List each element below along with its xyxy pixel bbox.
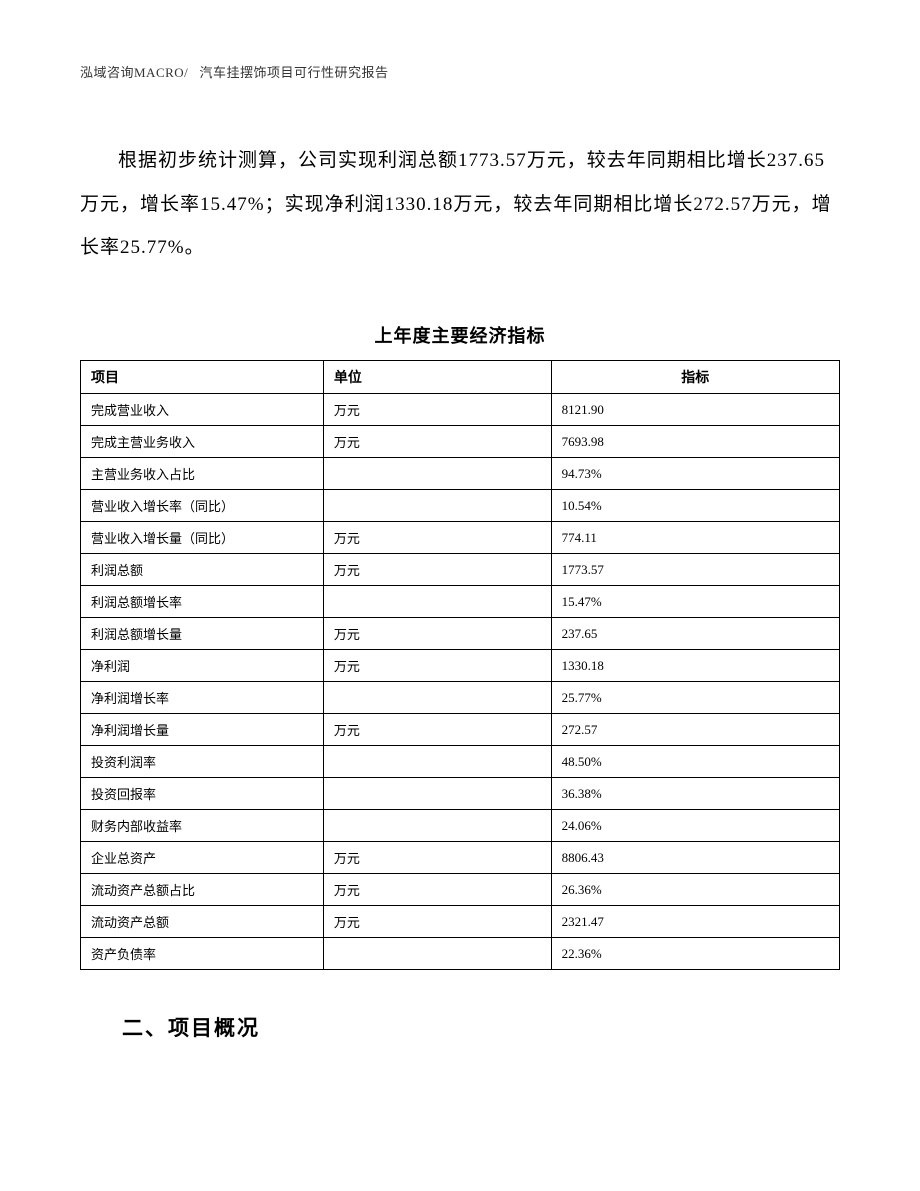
table-row: 投资利润率 48.50% (81, 746, 840, 778)
table-cell: 2321.47 (551, 906, 839, 938)
table-cell: 1330.18 (551, 650, 839, 682)
table-row: 利润总额增长量万元237.65 (81, 618, 840, 650)
table-row: 主营业务收入占比 94.73% (81, 458, 840, 490)
table-cell: 10.54% (551, 490, 839, 522)
col-header-unit: 单位 (323, 361, 551, 394)
table-cell: 7693.98 (551, 426, 839, 458)
table-cell: 万元 (323, 874, 551, 906)
table-cell: 企业总资产 (81, 842, 324, 874)
table-cell: 净利润增长量 (81, 714, 324, 746)
table-cell: 净利润增长率 (81, 682, 324, 714)
table-row: 利润总额增长率 15.47% (81, 586, 840, 618)
table-cell: 营业收入增长量（同比） (81, 522, 324, 554)
table-cell: 237.65 (551, 618, 839, 650)
table-row: 净利润万元1330.18 (81, 650, 840, 682)
table-cell (323, 778, 551, 810)
table-cell: 完成营业收入 (81, 394, 324, 426)
table-row: 流动资产总额万元2321.47 (81, 906, 840, 938)
table-cell (323, 490, 551, 522)
table-cell: 万元 (323, 394, 551, 426)
table-title: 上年度主要经济指标 (80, 322, 840, 348)
table-row: 流动资产总额占比万元26.36% (81, 874, 840, 906)
table-cell: 流动资产总额 (81, 906, 324, 938)
table-header-row: 项目 单位 指标 (81, 361, 840, 394)
table-cell: 财务内部收益率 (81, 810, 324, 842)
table-row: 营业收入增长量（同比）万元774.11 (81, 522, 840, 554)
table-cell (323, 938, 551, 970)
table-row: 完成主营业务收入万元7693.98 (81, 426, 840, 458)
table-cell: 万元 (323, 618, 551, 650)
document-header: 泓域咨询MACRO/ 汽车挂摆饰项目可行性研究报告 (80, 62, 840, 81)
table-row: 净利润增长量万元272.57 (81, 714, 840, 746)
table-cell: 净利润 (81, 650, 324, 682)
body-paragraph: 根据初步统计测算，公司实现利润总额1773.57万元，较去年同期相比增长237.… (80, 139, 840, 270)
header-title: 汽车挂摆饰项目可行性研究报告 (200, 65, 389, 80)
table-cell: 26.36% (551, 874, 839, 906)
table-body: 完成营业收入万元8121.90完成主营业务收入万元7693.98主营业务收入占比… (81, 394, 840, 970)
table-cell: 272.57 (551, 714, 839, 746)
economic-indicators-table: 项目 单位 指标 完成营业收入万元8121.90完成主营业务收入万元7693.9… (80, 360, 840, 970)
table-cell: 1773.57 (551, 554, 839, 586)
table-cell: 完成主营业务收入 (81, 426, 324, 458)
table-cell: 36.38% (551, 778, 839, 810)
table-cell: 万元 (323, 842, 551, 874)
table-cell: 投资利润率 (81, 746, 324, 778)
table-cell: 万元 (323, 554, 551, 586)
table-cell: 万元 (323, 522, 551, 554)
table-cell (323, 458, 551, 490)
table-cell: 利润总额增长量 (81, 618, 324, 650)
table-row: 完成营业收入万元8121.90 (81, 394, 840, 426)
table-row: 净利润增长率 25.77% (81, 682, 840, 714)
table-cell: 流动资产总额占比 (81, 874, 324, 906)
table-cell: 8806.43 (551, 842, 839, 874)
table-cell (323, 586, 551, 618)
table-cell: 94.73% (551, 458, 839, 490)
table-cell (323, 810, 551, 842)
table-cell: 48.50% (551, 746, 839, 778)
table-row: 营业收入增长率（同比） 10.54% (81, 490, 840, 522)
table-cell: 利润总额 (81, 554, 324, 586)
col-header-item: 项目 (81, 361, 324, 394)
table-cell: 24.06% (551, 810, 839, 842)
table-cell: 25.77% (551, 682, 839, 714)
table-row: 投资回报率 36.38% (81, 778, 840, 810)
table-cell: 万元 (323, 906, 551, 938)
table-cell: 主营业务收入占比 (81, 458, 324, 490)
table-cell: 资产负债率 (81, 938, 324, 970)
table-cell (323, 682, 551, 714)
table-cell: 万元 (323, 714, 551, 746)
table-cell (323, 746, 551, 778)
table-cell: 投资回报率 (81, 778, 324, 810)
table-row: 企业总资产万元8806.43 (81, 842, 840, 874)
table-cell: 22.36% (551, 938, 839, 970)
table-row: 资产负债率 22.36% (81, 938, 840, 970)
table-cell: 营业收入增长率（同比） (81, 490, 324, 522)
table-cell: 774.11 (551, 522, 839, 554)
header-company: 泓域咨询MACRO/ (80, 65, 188, 80)
table-cell: 15.47% (551, 586, 839, 618)
table-cell: 万元 (323, 650, 551, 682)
section-title: 二、项目概况 (80, 1012, 840, 1042)
table-row: 利润总额万元1773.57 (81, 554, 840, 586)
table-cell: 利润总额增长率 (81, 586, 324, 618)
table-cell: 8121.90 (551, 394, 839, 426)
table-cell: 万元 (323, 426, 551, 458)
table-row: 财务内部收益率 24.06% (81, 810, 840, 842)
col-header-value: 指标 (551, 361, 839, 394)
